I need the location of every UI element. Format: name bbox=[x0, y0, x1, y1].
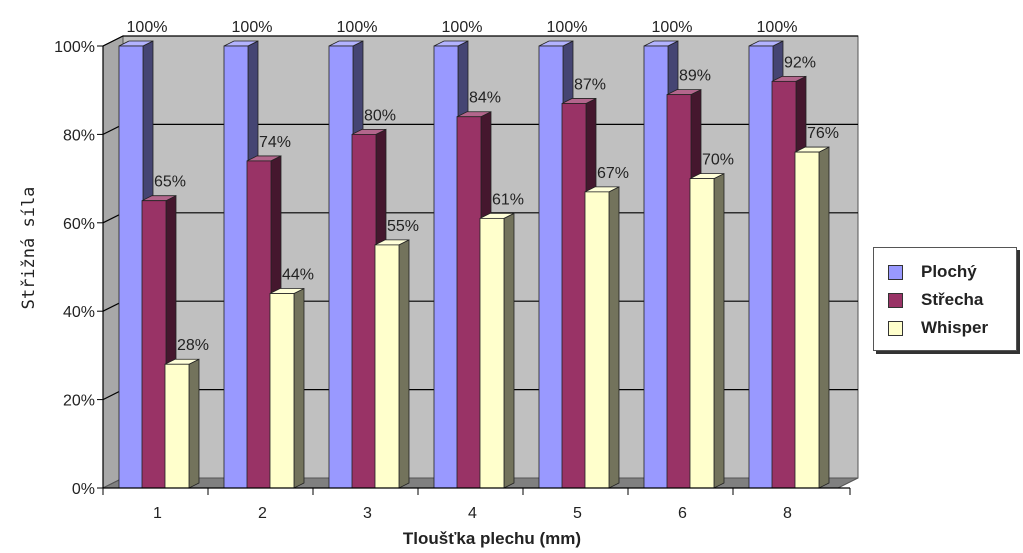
y-axis-label: Střižná síla bbox=[19, 187, 39, 310]
bar-front bbox=[479, 217, 505, 489]
bar-front bbox=[433, 45, 459, 489]
bar-front bbox=[771, 80, 797, 489]
bar-front bbox=[456, 116, 482, 489]
data-label: 80% bbox=[364, 107, 396, 124]
data-label: 55% bbox=[387, 218, 419, 235]
bar-front bbox=[666, 94, 692, 489]
bar-front bbox=[643, 45, 669, 489]
legend-swatch-plochy bbox=[888, 264, 903, 280]
data-label: 100% bbox=[442, 19, 483, 36]
bar-front bbox=[118, 45, 144, 489]
data-label: 87% bbox=[574, 76, 606, 93]
y-tick-label: 0% bbox=[72, 481, 95, 498]
y-tick-label: 40% bbox=[63, 304, 95, 321]
x-tick-label: 4 bbox=[468, 505, 477, 522]
y-tick-label: 100% bbox=[54, 39, 95, 56]
legend-label-whisper: Whisper bbox=[921, 318, 989, 337]
bar-front bbox=[164, 363, 190, 489]
data-label: 100% bbox=[652, 19, 693, 36]
data-label: 100% bbox=[757, 19, 798, 36]
bar bbox=[689, 172, 725, 489]
data-label: 84% bbox=[469, 90, 501, 107]
data-label: 76% bbox=[807, 125, 839, 142]
legend-label-strecha: Střecha bbox=[921, 290, 984, 309]
axes: 0% 20% 40% 60% 80% 100% 1 2 3 4 5 6 8 bbox=[54, 39, 851, 522]
legend-item-strecha: Střecha bbox=[888, 289, 983, 311]
bar bbox=[479, 212, 515, 489]
y-tick-label: 20% bbox=[63, 393, 95, 410]
bar bbox=[794, 146, 830, 489]
bar-front bbox=[269, 293, 295, 489]
bar-front bbox=[584, 191, 610, 489]
legend: Plochý Střecha Whisper bbox=[873, 247, 1017, 351]
data-label: 100% bbox=[232, 19, 273, 36]
bar-front bbox=[351, 133, 377, 489]
legend-swatch-strecha bbox=[888, 292, 903, 308]
gridline bbox=[102, 35, 858, 47]
bar-front bbox=[538, 45, 564, 489]
bar bbox=[164, 358, 200, 489]
bar-front bbox=[328, 45, 354, 489]
data-label: 100% bbox=[337, 19, 378, 36]
data-label: 67% bbox=[597, 165, 629, 182]
legend-swatch-whisper bbox=[888, 320, 903, 336]
data-label: 61% bbox=[492, 191, 524, 208]
bar-side bbox=[293, 287, 305, 489]
data-labels: 100% 100% 100% 100% 100% 100% 100% 65% 74% 80% 84%… bbox=[127, 19, 839, 354]
bar-front bbox=[374, 244, 400, 489]
bar-front bbox=[689, 178, 715, 489]
data-label: 100% bbox=[127, 19, 168, 36]
x-tick-label: 2 bbox=[258, 505, 267, 522]
bar bbox=[584, 186, 620, 489]
x-axis-label: Tloušťka plechu (mm) bbox=[403, 529, 581, 548]
legend-label-plochy: Plochý bbox=[921, 262, 977, 281]
x-tick-label: 5 bbox=[573, 505, 582, 522]
bar-front bbox=[246, 160, 272, 489]
x-tick-label: 3 bbox=[363, 505, 372, 522]
data-label: 100% bbox=[547, 19, 588, 36]
bar bbox=[374, 239, 410, 489]
x-tick-label: 1 bbox=[153, 505, 162, 522]
bar-side bbox=[503, 212, 515, 489]
bar-front bbox=[561, 103, 587, 489]
bar bbox=[269, 287, 305, 489]
y-tick-label: 80% bbox=[63, 127, 95, 144]
bar-side bbox=[398, 239, 410, 489]
data-label: 74% bbox=[259, 134, 291, 151]
bar-side bbox=[713, 172, 725, 489]
bar-side bbox=[818, 146, 830, 489]
data-label: 89% bbox=[679, 68, 711, 85]
data-label: 92% bbox=[784, 54, 816, 71]
y-tick-label: 60% bbox=[63, 216, 95, 233]
x-tick-label: 6 bbox=[678, 505, 687, 522]
bar-front bbox=[141, 200, 167, 489]
bar-side bbox=[608, 186, 620, 489]
data-label: 65% bbox=[154, 174, 186, 191]
x-tick-label: 8 bbox=[783, 505, 792, 522]
legend-item-whisper: Whisper bbox=[888, 317, 988, 339]
bar-side bbox=[188, 358, 200, 489]
bar-front bbox=[794, 151, 820, 489]
bars bbox=[118, 40, 830, 489]
bar-front bbox=[223, 45, 249, 489]
legend-item-plochy: Plochý bbox=[888, 261, 977, 283]
bar-front bbox=[748, 45, 774, 489]
data-label: 44% bbox=[282, 267, 314, 284]
data-label: 28% bbox=[177, 337, 209, 354]
data-label: 70% bbox=[702, 152, 734, 169]
